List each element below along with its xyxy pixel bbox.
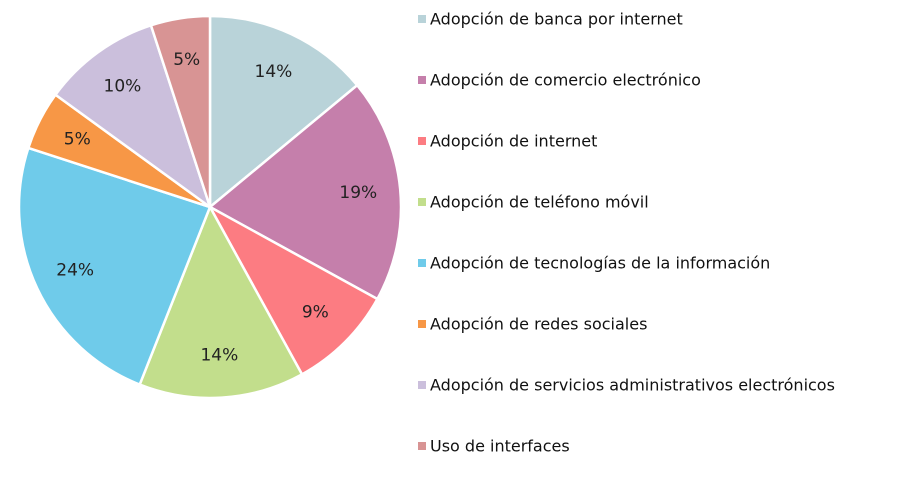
slice-label-7: 10% (104, 76, 142, 96)
legend-label-1: Adopción de banca por internet (430, 10, 683, 29)
pie-slice-7 (53, 23, 213, 211)
pie-slice-3 (206, 203, 380, 377)
legend-label-4: Adopción de teléfono móvil (430, 193, 649, 212)
pie-slices (17, 14, 403, 400)
legend-swatch-1 (418, 15, 426, 23)
legend-swatch-3 (418, 137, 426, 145)
legend-label-3: Adopción de internet (430, 132, 597, 151)
legend-swatch-7 (418, 381, 426, 389)
pie-slice-8 (149, 14, 212, 208)
pie-slice-5 (17, 146, 212, 387)
legend-swatch-8 (418, 442, 426, 450)
legend-swatch-5 (418, 259, 426, 267)
pie-slice-2 (207, 83, 403, 301)
slice-label-5: 24% (56, 260, 94, 280)
legend-label-6: Adopción de redes sociales (430, 315, 647, 334)
legend: Adopción de banca por internet Adopción d… (418, 10, 835, 456)
slice-label-4: 14% (200, 346, 238, 366)
legend-label-7: Adopción de servicios administrativos el… (430, 376, 835, 395)
slice-label-8: 5% (173, 50, 200, 70)
legend-swatch-4 (418, 198, 426, 206)
legend-label-2: Adopción de comercio electrónico (430, 71, 701, 90)
pie-slice-4 (138, 204, 304, 400)
slice-label-3: 9% (302, 302, 329, 322)
slice-label-1: 14% (255, 62, 293, 82)
slice-label-6: 5% (64, 129, 91, 149)
legend-swatch-2 (418, 76, 426, 84)
pie-labels: 14% 19% 9% 14% 24% 5% 10% 5% (56, 50, 377, 366)
legend-swatch-6 (418, 320, 426, 328)
pie-slice-1 (208, 14, 359, 210)
legend-label-5: Adopción de tecnologías de la informació… (430, 254, 770, 273)
slice-label-2: 19% (339, 183, 377, 203)
legend-label-8: Uso de interfaces (430, 437, 570, 456)
